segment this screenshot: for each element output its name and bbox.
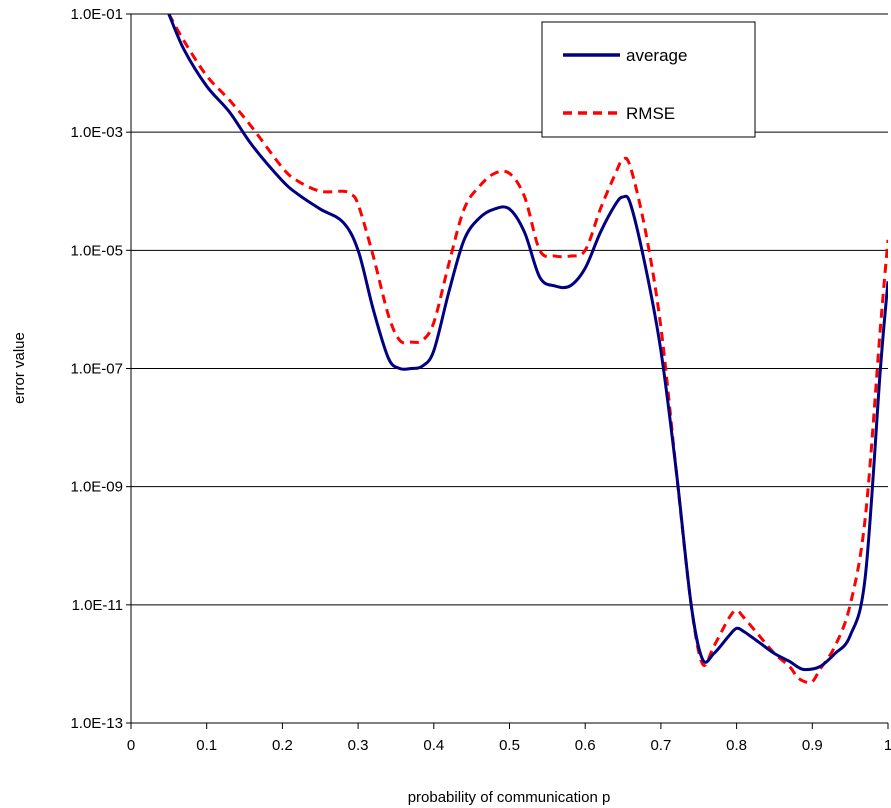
y-tick-label: 1.0E-01 bbox=[70, 6, 123, 23]
x-tick-label: 0.9 bbox=[802, 737, 823, 754]
x-tick-label: 0 bbox=[127, 737, 135, 754]
x-axis-title: probability of communication p bbox=[408, 789, 611, 806]
legend-label-rmse: RMSE bbox=[626, 104, 675, 123]
series-line-rmse bbox=[167, 14, 888, 685]
y-tick-labels: 1.0E-13 1.0E-11 1.0E-09 1.0E-07 1.0E-05 1.0E-… bbox=[70, 6, 123, 732]
legend: average RMSE bbox=[541, 21, 756, 138]
x-tick-label: 0.2 bbox=[272, 737, 293, 754]
y-tick-label: 1.0E-11 bbox=[72, 597, 123, 614]
y-axis-title: error value bbox=[11, 332, 28, 404]
x-tick-label: 0.3 bbox=[348, 737, 369, 754]
legend-label-average: average bbox=[626, 46, 687, 65]
y-tick-label: 1.0E-07 bbox=[70, 361, 123, 378]
x-tick-label: 0.4 bbox=[423, 737, 444, 754]
x-tick-label: 0.6 bbox=[575, 737, 596, 754]
x-tick-labels: 0 0.1 0.2 0.3 0.4 0.5 0.6 0.7 0.8 0.9 1 bbox=[127, 737, 891, 754]
y-tick-label: 1.0E-05 bbox=[70, 242, 123, 259]
x-tick-label: 0.8 bbox=[726, 737, 747, 754]
x-tick-label: 0.5 bbox=[499, 737, 520, 754]
x-tick-label: 0.1 bbox=[196, 737, 217, 754]
axes bbox=[130, 14, 888, 724]
series-line-average bbox=[167, 14, 888, 672]
y-tick-label: 1.0E-09 bbox=[70, 479, 123, 496]
y-tick-label: 1.0E-03 bbox=[70, 124, 123, 141]
x-tick-label: 1 bbox=[884, 737, 891, 754]
y-tick-label: 1.0E-13 bbox=[70, 715, 123, 732]
legend-box bbox=[541, 21, 756, 138]
x-tick-label: 0.7 bbox=[650, 737, 671, 754]
series-layer bbox=[167, 14, 888, 685]
grid-lines bbox=[126, 13, 889, 729]
